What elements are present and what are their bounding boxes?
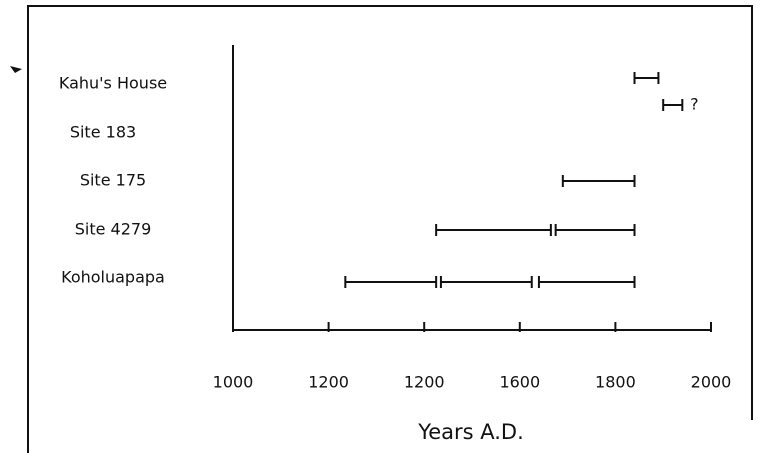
- annotation: ?: [690, 95, 699, 114]
- x-tick-label: 1200: [308, 373, 349, 392]
- arrow-mark: [10, 66, 22, 73]
- x-tick-label: 1800: [595, 373, 636, 392]
- range-bar: [537, 276, 636, 288]
- category-label: Kahu's House: [59, 74, 167, 93]
- x-tick-label: 1200: [404, 373, 445, 392]
- category-label: Koholuapapa: [61, 268, 165, 287]
- range-bar: [662, 99, 684, 111]
- x-tick-label: 1600: [499, 373, 540, 392]
- range-bar: [439, 276, 533, 288]
- range-bar: [633, 72, 660, 84]
- frame: [27, 5, 753, 453]
- range-bar: [344, 276, 438, 288]
- x-tick-label: 1000: [213, 373, 254, 392]
- x-axis-title: Years A.D.: [417, 420, 524, 444]
- range-bar: [435, 224, 552, 236]
- range-bar: [561, 175, 636, 187]
- x-tick-label: 2000: [691, 373, 732, 392]
- range-bar: [554, 224, 636, 236]
- category-label: Site 4279: [75, 220, 152, 239]
- category-label: Site 175: [80, 171, 146, 190]
- category-label: Site 183: [70, 123, 136, 142]
